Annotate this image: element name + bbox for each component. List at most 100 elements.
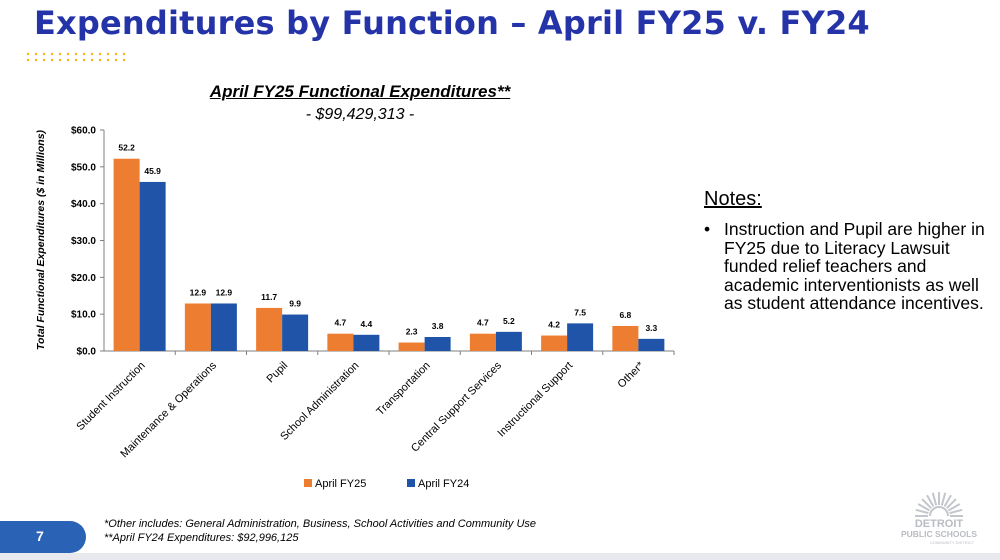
data-label: 11.7 [261, 292, 277, 302]
dot [34, 52, 38, 56]
dot [114, 58, 118, 62]
dot [66, 52, 70, 56]
dot [82, 52, 86, 56]
chart-title: April FY25 Functional Expenditures** [209, 82, 511, 101]
data-label: 4.4 [360, 319, 372, 329]
dot [50, 58, 54, 62]
data-label: 12.9 [216, 287, 233, 297]
bar-fy24 [567, 323, 594, 351]
sun-ray [940, 492, 947, 506]
page-number-badge: 7 [0, 521, 86, 553]
x-tick-label: Student Instruction [74, 360, 147, 433]
y-tick-label: $20.0 [71, 273, 96, 284]
data-label: 45.9 [144, 166, 161, 176]
sun-ray [943, 494, 952, 507]
bullet-icon: • [704, 219, 711, 239]
bar-fy24 [210, 303, 237, 351]
bar-fy24 [638, 338, 665, 351]
legend-swatch [407, 479, 415, 487]
data-label: 4.2 [548, 320, 560, 330]
x-tick-label: Pupil [264, 360, 290, 386]
sun-ray [915, 508, 929, 515]
dot [98, 52, 102, 56]
bar-fy25 [612, 325, 639, 351]
bar-fy25 [256, 307, 283, 351]
bar-fy25 [327, 333, 354, 351]
y-tick-label: $30.0 [71, 236, 96, 247]
bar-chart: Total Functional Expenditures ($ in Mill… [35, 126, 675, 490]
notes-item: • Instruction and Pupil are higher in FY… [704, 220, 994, 313]
y-tick-label: $0.0 [77, 347, 97, 358]
notes-list: • Instruction and Pupil are higher in FY… [704, 220, 994, 313]
dot [26, 58, 30, 62]
sun-ray [946, 498, 957, 509]
y-tick-label: $10.0 [71, 310, 96, 321]
logo-line1: DETROIT [915, 518, 964, 530]
sun-arc [929, 506, 949, 517]
dot [98, 58, 102, 62]
page-number: 7 [36, 528, 44, 544]
data-label: 3.8 [432, 321, 444, 331]
dot [90, 52, 94, 56]
bar-fy24 [424, 337, 451, 351]
dot [42, 58, 46, 62]
logo-line3: COMMUNITY DISTRICT [930, 540, 975, 545]
dot [50, 52, 54, 56]
bar-fy24 [495, 331, 522, 351]
footnotes: *Other includes: General Administration,… [104, 517, 536, 545]
dot [82, 58, 86, 62]
data-label: 5.2 [503, 316, 515, 326]
chart-subtitle: - $99,429,313 - [305, 106, 415, 123]
sun-ray [926, 494, 935, 507]
x-tick-label: Other* [616, 359, 647, 390]
dot [74, 52, 78, 56]
bar-fy24 [282, 314, 309, 351]
dot [74, 58, 78, 62]
data-label: 12.9 [190, 287, 207, 297]
decorative-dots [26, 52, 126, 62]
dot [122, 52, 126, 56]
y-tick-label: $50.0 [71, 162, 96, 173]
bottom-bar [0, 553, 1000, 560]
notes-item-text: Instruction and Pupil are higher in FY25… [724, 219, 985, 313]
bar-fy24 [139, 181, 166, 351]
dot [58, 52, 62, 56]
bar-fy25 [541, 335, 568, 351]
dot [66, 58, 70, 62]
sun-ray [921, 498, 932, 509]
legend-swatch [304, 479, 312, 487]
bar-fy25 [398, 342, 425, 351]
x-tick-label: School Administration [278, 360, 361, 443]
notes-heading: Notes: [704, 188, 762, 210]
page-title: Expenditures by Function – April FY25 v.… [34, 4, 870, 42]
y-tick-label: $40.0 [71, 199, 96, 210]
bar-fy25 [469, 333, 496, 351]
data-label: 2.3 [406, 327, 418, 337]
data-label: 7.5 [574, 307, 586, 317]
dot [26, 52, 30, 56]
bar-fy25 [113, 158, 140, 351]
dot [106, 52, 110, 56]
data-label: 6.8 [619, 310, 631, 320]
x-tick-label: Transportation [374, 360, 432, 418]
data-label: 3.3 [645, 323, 657, 333]
dot [114, 52, 118, 56]
sun-ray [931, 492, 938, 506]
dot [42, 52, 46, 56]
dps-logo: DETROIT PUBLIC SCHOOLS COMMUNITY DISTRIC… [901, 492, 977, 545]
dot [58, 58, 62, 62]
x-tick-label: Instructional Support [495, 360, 575, 440]
footnote-fy24: **April FY24 Expenditures: $92,996,125 [104, 532, 299, 544]
dot [34, 58, 38, 62]
dot [122, 58, 126, 62]
y-axis-label: Total Functional Expenditures ($ in Mill… [35, 129, 47, 350]
data-label: 4.7 [334, 318, 346, 328]
sun-ray [917, 503, 930, 512]
data-label: 9.9 [289, 299, 301, 309]
y-tick-label: $60.0 [71, 126, 96, 137]
bar-fy24 [353, 334, 380, 351]
footnote-other: *Other includes: General Administration,… [104, 518, 537, 530]
logo-line2: PUBLIC SCHOOLS [901, 529, 977, 539]
dot [90, 58, 94, 62]
legend-label: April FY25 [315, 478, 366, 490]
